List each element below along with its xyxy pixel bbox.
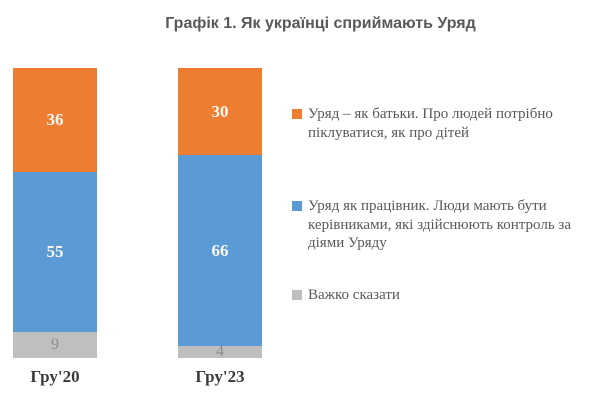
legend-item-worker: Уряд як працівник. Люди мають бути керів… <box>292 197 597 253</box>
value-label: 55 <box>46 242 64 261</box>
legend: Уряд – як батьки. Про людей потрібно пік… <box>292 0 598 401</box>
legend-label: Уряд – як батьки. Про людей потрібно пік… <box>308 106 553 141</box>
legend-label: Уряд як працівник. Люди мають бути керів… <box>308 198 571 251</box>
legend-item-hard-to-say: Важко сказати <box>292 286 597 305</box>
segment-parents-gru20: 36 <box>13 68 97 172</box>
segment-parents-gru23: 30 <box>178 68 262 155</box>
value-label: 36 <box>46 110 64 129</box>
segment-hard-to-say-gru20: 9 <box>13 332 97 358</box>
legend-swatch-gray-icon <box>292 290 302 300</box>
bar-gru23: 30 66 4 <box>178 68 262 360</box>
segment-hard-to-say-gru23: 4 <box>178 343 262 360</box>
value-label: 30 <box>211 101 229 121</box>
legend-swatch-blue-icon <box>292 201 302 211</box>
value-label: 66 <box>211 240 229 260</box>
legend-item-parents: Уряд – як батьки. Про людей потрібно пік… <box>292 105 597 142</box>
segment-worker-gru20: 55 <box>13 172 97 332</box>
category-label-gru20: Гру'20 <box>30 367 80 386</box>
chart-title: Графік 1. Як українці сприймають Уряд <box>165 15 476 32</box>
category-label-gru23: Гру'23 <box>195 367 245 386</box>
value-label: 4 <box>216 343 224 360</box>
bar-gru20: 36 55 9 <box>13 68 97 358</box>
value-label: 9 <box>51 336 59 353</box>
legend-label: Важко сказати <box>308 287 400 303</box>
segment-worker-gru23: 66 <box>178 155 262 346</box>
legend-swatch-orange-icon <box>292 109 302 119</box>
